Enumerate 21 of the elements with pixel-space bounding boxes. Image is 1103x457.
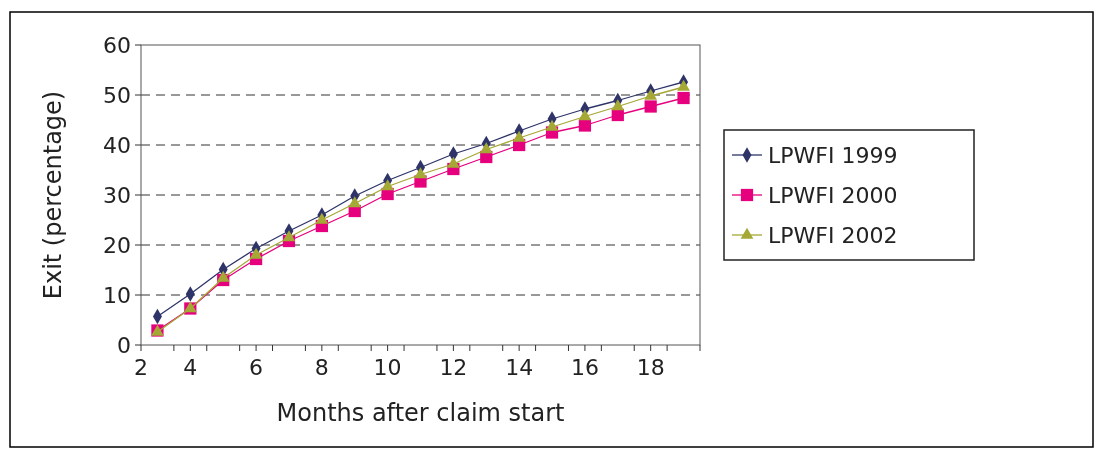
y-tick-label: 0 bbox=[117, 333, 131, 358]
x-tick-label: 16 bbox=[570, 355, 599, 380]
x-tick-label: 18 bbox=[636, 355, 665, 380]
y-tick-label: 30 bbox=[103, 183, 131, 208]
x-tick-label: 6 bbox=[249, 355, 264, 380]
legend-label: LPWFI 2002 bbox=[768, 223, 898, 248]
y-tick-label: 20 bbox=[103, 233, 131, 258]
legend-label: LPWFI 1999 bbox=[768, 143, 898, 168]
y-tick-label: 50 bbox=[103, 83, 131, 108]
x-axis-title: Months after claim start bbox=[276, 399, 565, 427]
x-tick-label: 12 bbox=[439, 355, 468, 380]
x-tick-label: 2 bbox=[134, 355, 148, 380]
y-axis-title: Exit (percentage) bbox=[39, 90, 67, 300]
x-tick-label: 4 bbox=[183, 355, 198, 380]
y-tick-label: 60 bbox=[103, 33, 131, 58]
y-tick-label: 10 bbox=[103, 283, 131, 308]
y-tick-label: 40 bbox=[103, 133, 131, 158]
x-tick-label: 10 bbox=[373, 355, 402, 380]
x-tick-label: 8 bbox=[314, 355, 329, 380]
x-tick-label: 14 bbox=[505, 355, 534, 380]
legend-label: LPWFI 2000 bbox=[768, 183, 898, 208]
